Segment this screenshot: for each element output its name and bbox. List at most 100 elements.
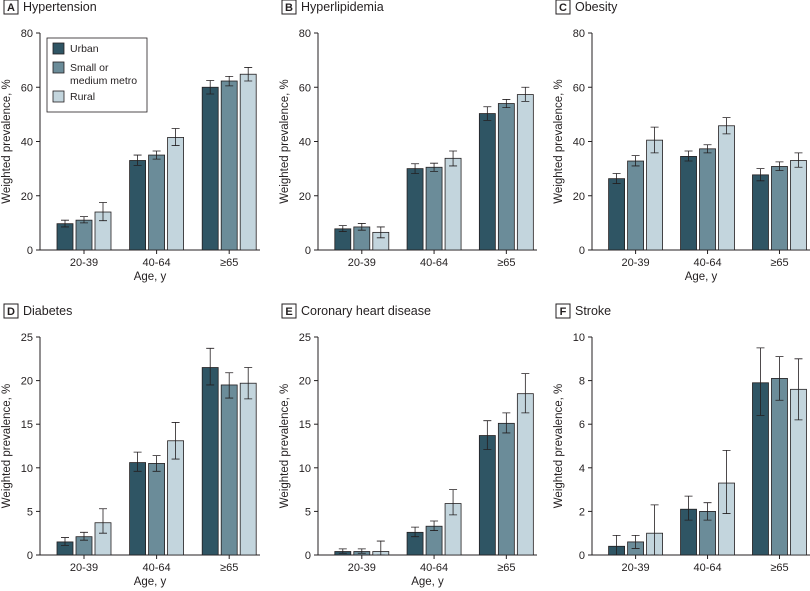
y-tick-label: 80	[21, 28, 33, 40]
panel-letter: F	[560, 306, 567, 318]
error-bar	[357, 223, 366, 231]
y-tick-label: 2	[579, 506, 585, 518]
y-tick-label: 20	[21, 191, 33, 203]
error-bar	[430, 162, 439, 172]
error-bar	[756, 347, 765, 416]
legend-label: Small or medium metro	[70, 62, 137, 87]
panel-letter-box	[555, 0, 571, 15]
bar	[406, 168, 424, 251]
bar	[497, 103, 515, 251]
bar	[220, 384, 238, 556]
error-bar	[206, 80, 215, 95]
panel-letter: B	[285, 2, 293, 14]
error-bar	[612, 173, 621, 184]
x-tick-label: 40-64	[420, 257, 448, 269]
x-tick-label: 20-39	[622, 562, 650, 574]
y-axis-title: Weighted prevalence, %	[279, 384, 291, 508]
panel-title: Obesity	[575, 0, 618, 14]
error-bar	[756, 168, 765, 182]
panel-b: B Hyperlipidemia 0 20 40 60 80 Weighted prevale…	[279, 0, 537, 269]
x-tick-label: 20-39	[70, 562, 98, 574]
error-bar	[206, 347, 215, 386]
bar	[220, 80, 238, 251]
error-bar	[703, 502, 712, 521]
bar	[334, 228, 352, 251]
panel-letter: E	[285, 306, 292, 318]
bar	[752, 174, 769, 251]
x-tick-label: ≥65	[497, 257, 515, 269]
error-bar	[703, 144, 712, 154]
x-tick-label: ≥65	[220, 257, 238, 269]
x-tick-label: ≥65	[770, 562, 788, 574]
y-axis-title: Weighted prevalence, %	[1, 384, 13, 508]
x-tick-label: 20-39	[622, 257, 650, 269]
panel-letter-box	[3, 0, 19, 15]
x-tick-label: 40-64	[143, 562, 171, 574]
bar	[699, 148, 716, 251]
error-bar	[152, 455, 161, 472]
y-tick-label: 0	[579, 550, 585, 562]
error-bar	[338, 548, 347, 554]
y-tick-label: 20	[299, 191, 311, 203]
x-tick-label: 20-39	[70, 257, 98, 269]
error-bar	[225, 76, 234, 87]
bar	[444, 157, 462, 251]
bar	[201, 86, 219, 251]
bar	[129, 462, 147, 556]
legend-label: Urban	[70, 43, 99, 55]
y-axis-title: Weighted prevalence, %	[1, 79, 13, 203]
error-bar	[357, 548, 366, 554]
bar	[646, 139, 663, 251]
y-tick-label: 60	[21, 82, 33, 94]
error-bar	[338, 225, 347, 232]
x-tick-label: ≥65	[220, 562, 238, 574]
panel-letter-box	[555, 303, 571, 319]
x-axis-title: Age, y	[134, 271, 167, 283]
error-bar	[631, 155, 640, 167]
error-bar	[650, 126, 659, 154]
panel-d: D Diabetes 0 5 10 15 20 25 Weighted prevalence, …	[1, 303, 260, 588]
bar	[167, 137, 185, 251]
y-axis-title: Weighted prevalence, %	[553, 79, 565, 203]
bar	[608, 178, 625, 251]
bar	[516, 94, 534, 251]
panel-title: Hyperlipidemia	[301, 0, 384, 14]
bar	[56, 223, 74, 251]
error-bar	[521, 86, 530, 102]
panel-letter: A	[7, 2, 15, 14]
panel-letter-box	[281, 0, 297, 15]
error-bar	[650, 504, 659, 556]
y-tick-label: 20	[573, 191, 585, 203]
panel-letter-box	[3, 303, 19, 319]
error-bar	[631, 534, 640, 549]
legend-swatch	[52, 42, 65, 55]
error-bar	[133, 154, 142, 166]
y-tick-label: 25	[299, 332, 311, 344]
bar	[425, 166, 443, 251]
bar	[129, 160, 147, 251]
error-bar	[794, 358, 803, 421]
error-bar	[722, 449, 731, 514]
y-tick-label: 0	[27, 550, 33, 562]
y-tick-label: 60	[299, 82, 311, 94]
y-tick-label: 80	[573, 28, 585, 40]
y-tick-label: 40	[21, 137, 33, 149]
error-bar	[171, 422, 180, 460]
error-bar	[225, 372, 234, 399]
panel-title: Coronary heart disease	[301, 304, 431, 318]
error-bar	[502, 99, 511, 108]
y-tick-label: 60	[573, 82, 585, 94]
error-bar	[449, 489, 458, 516]
legend-swatch	[52, 90, 65, 103]
y-tick-label: 15	[21, 419, 33, 431]
y-tick-label: 10	[299, 463, 311, 475]
panel-a: A Hypertension 0 20 40 60 80 Weighted prevalenc…	[1, 0, 260, 283]
x-tick-label: 40-64	[693, 257, 721, 269]
y-tick-label: 0	[27, 245, 33, 257]
error-bar	[376, 226, 385, 239]
error-bar	[684, 150, 693, 162]
error-bar	[483, 106, 492, 121]
error-bar	[152, 150, 161, 160]
y-axis-title: Weighted prevalence, %	[553, 384, 565, 508]
error-bar	[244, 67, 253, 82]
